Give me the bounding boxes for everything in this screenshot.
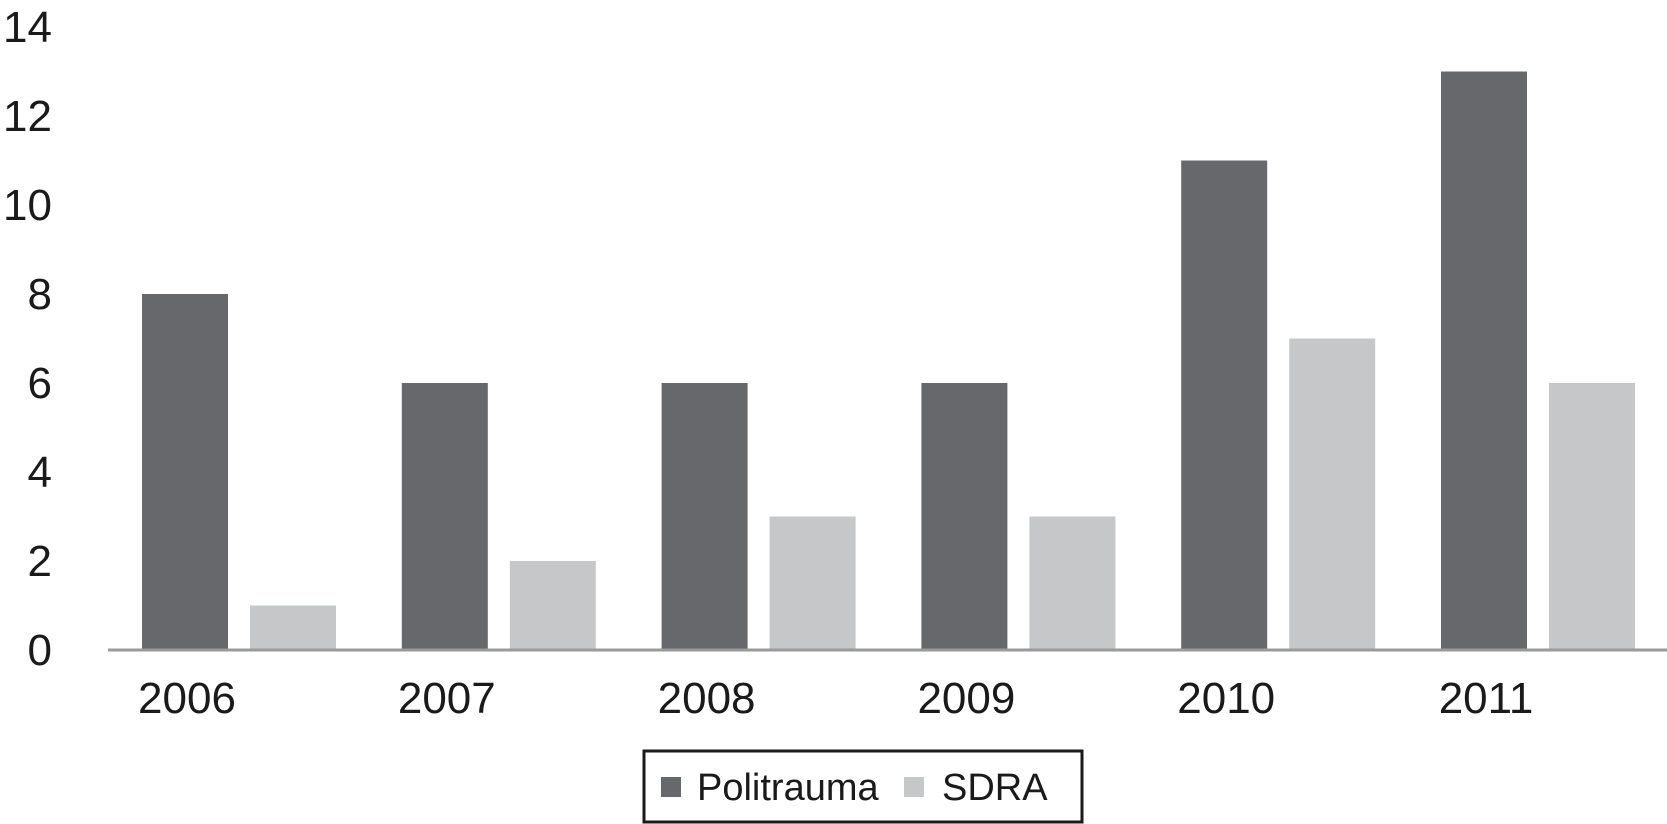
y-tick-label: 4 — [28, 448, 52, 497]
bar-sdra-2009 — [1029, 516, 1116, 650]
x-axis-ticks: 2006 2007 2008 2009 2010 2011 — [138, 674, 1533, 723]
x-tick-label: 2006 — [138, 674, 236, 723]
y-tick-label: 0 — [28, 626, 52, 675]
legend-swatch-politrauma — [661, 777, 681, 797]
bar-sdra-2006 — [250, 605, 336, 650]
bar-politrauma-2006 — [142, 294, 228, 650]
bar-politrauma-2007 — [401, 383, 488, 650]
y-tick-label: 2 — [28, 537, 52, 586]
legend: Politrauma SDRA — [642, 749, 1084, 824]
x-tick-label: 2009 — [917, 674, 1015, 723]
bar-sdra-2010 — [1289, 338, 1376, 650]
x-tick-label: 2010 — [1177, 674, 1275, 723]
legend-box — [642, 749, 1084, 824]
bar-politrauma-2010 — [1181, 160, 1268, 650]
legend-label-politrauma: Politrauma — [697, 767, 879, 809]
x-tick-label: 2007 — [398, 674, 496, 723]
bar-sdra-2007 — [509, 561, 596, 650]
y-axis-ticks: 0 2 4 6 8 10 12 14 — [3, 3, 52, 675]
legend-swatch-sdra — [904, 777, 924, 797]
bar-sdra-2011 — [1549, 383, 1635, 650]
y-tick-label: 10 — [3, 181, 52, 230]
legend-label-sdra: SDRA — [942, 767, 1048, 809]
y-tick-label: 12 — [3, 92, 52, 141]
y-tick-label: 14 — [3, 3, 52, 52]
bar-sdra-2008 — [769, 516, 856, 650]
bar-politrauma-2011 — [1441, 71, 1527, 650]
bar-politrauma-2009 — [921, 383, 1008, 650]
bar-politrauma-2008 — [661, 383, 748, 650]
x-tick-label: 2011 — [1439, 674, 1534, 723]
y-tick-label: 8 — [28, 270, 52, 319]
bars-group — [142, 71, 1635, 650]
y-tick-label: 6 — [28, 359, 52, 408]
x-tick-label: 2008 — [658, 674, 756, 723]
